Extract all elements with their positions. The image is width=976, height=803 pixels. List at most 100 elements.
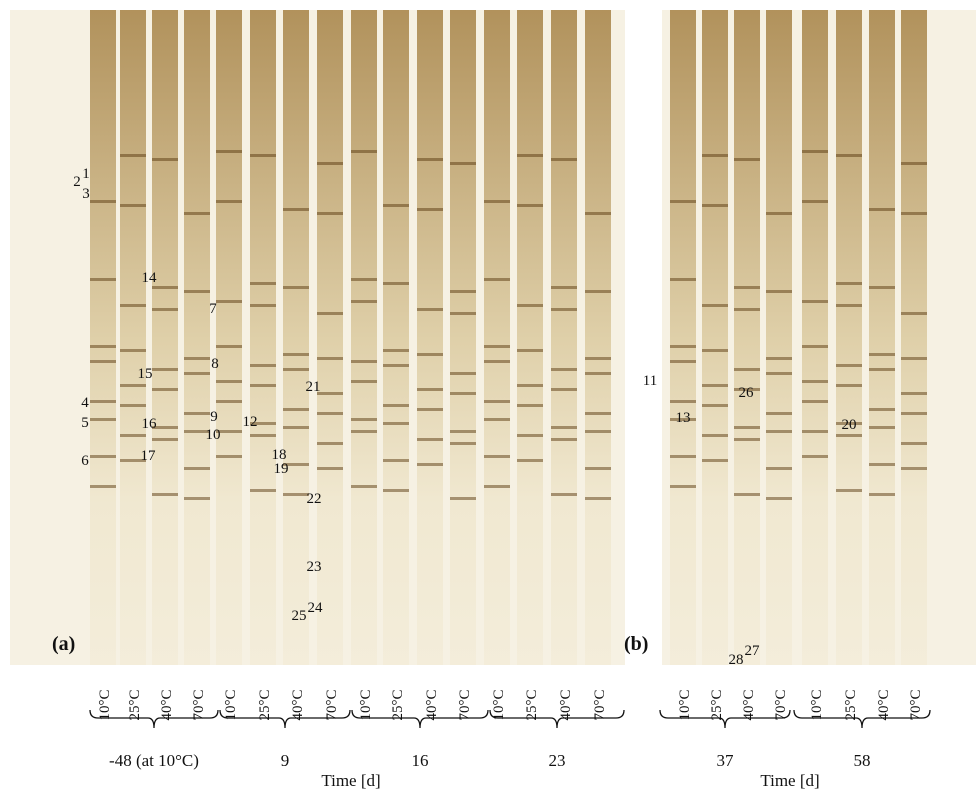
gel-band <box>734 286 760 289</box>
lane-label: 25°C <box>257 689 273 720</box>
brace <box>89 709 219 729</box>
gel-band <box>383 282 409 285</box>
gel-band <box>670 360 696 363</box>
lane-label: 25°C <box>524 689 540 720</box>
gel-band <box>120 384 146 387</box>
gel-lane <box>551 10 577 665</box>
gel-lane <box>670 10 696 665</box>
band-number: 25 <box>292 608 307 624</box>
gel-band <box>766 290 792 293</box>
gel-band <box>836 364 862 367</box>
gel-band <box>766 357 792 360</box>
band-number: 1 <box>82 166 90 182</box>
gel-band <box>250 304 276 307</box>
gel-band <box>383 404 409 407</box>
gel-band <box>351 380 377 383</box>
gel-band <box>351 360 377 363</box>
gel-lane <box>836 10 862 665</box>
gel-band <box>585 412 611 415</box>
brace <box>659 709 791 729</box>
gel-band <box>836 154 862 157</box>
gel-band <box>585 290 611 293</box>
lane-label: 40°C <box>741 689 757 720</box>
lane-label: 70°C <box>773 689 789 720</box>
gel-band <box>517 459 543 462</box>
gel-band <box>250 422 276 425</box>
gel-band <box>869 426 895 429</box>
axis-label: Time [d] <box>321 771 380 790</box>
gel-band <box>90 200 116 203</box>
gel-band <box>184 212 210 215</box>
group-label: 9 <box>281 751 290 770</box>
brace <box>219 709 351 729</box>
gel-band <box>317 212 343 215</box>
lane-label: 70°C <box>191 689 207 720</box>
gel-band <box>90 455 116 458</box>
gel-band <box>551 438 577 441</box>
gel-band <box>869 463 895 466</box>
gel-band <box>184 357 210 360</box>
gel-band <box>317 467 343 470</box>
lane-label: 10°C <box>223 689 239 720</box>
gel-band <box>216 430 242 433</box>
gel-band <box>869 208 895 211</box>
band-number: 18 <box>272 447 287 463</box>
band-number: 17 <box>141 448 157 464</box>
lane-label: 70°C <box>908 689 924 720</box>
band-number: 14 <box>142 270 158 286</box>
gel-band <box>551 493 577 496</box>
gel-band <box>283 368 309 371</box>
lane-label: 25°C <box>390 689 406 720</box>
gel-band <box>869 408 895 411</box>
band-number: 5 <box>81 415 89 431</box>
lane-label: 25°C <box>709 689 725 720</box>
gel-band <box>152 438 178 441</box>
gel-band <box>450 162 476 165</box>
gel-band <box>702 384 728 387</box>
lane-label: 70°C <box>324 689 340 720</box>
gel-band <box>216 150 242 153</box>
band-number: 8 <box>211 356 219 372</box>
gel-band <box>90 360 116 363</box>
gel-band <box>517 154 543 157</box>
gel-band <box>120 434 146 437</box>
gel-band <box>517 434 543 437</box>
gel-band <box>702 404 728 407</box>
lane-label: 10°C <box>97 689 113 720</box>
gel-band <box>250 364 276 367</box>
gel-band <box>184 412 210 415</box>
gel-band <box>901 392 927 395</box>
gel-band <box>670 418 696 421</box>
gel-band <box>702 154 728 157</box>
gel-band <box>152 158 178 161</box>
gel-band <box>250 384 276 387</box>
gel-lane <box>383 10 409 665</box>
gel-band <box>90 278 116 281</box>
gel-band <box>484 200 510 203</box>
gel-band <box>152 308 178 311</box>
gel-band <box>216 380 242 383</box>
gel-band <box>417 353 443 356</box>
gel-band <box>585 372 611 375</box>
gel-band <box>901 412 927 415</box>
gel-band <box>417 408 443 411</box>
lane-label: 10°C <box>491 689 507 720</box>
gel-band <box>317 162 343 165</box>
lane-label: 40°C <box>424 689 440 720</box>
lane-label: 40°C <box>290 689 306 720</box>
gel-band <box>484 360 510 363</box>
gel-band <box>417 308 443 311</box>
gel-lane <box>351 10 377 665</box>
gel-band <box>734 493 760 496</box>
band-number: 12 <box>243 414 258 430</box>
gel-band <box>517 204 543 207</box>
gel-band <box>383 349 409 352</box>
band-number: 20 <box>842 417 857 433</box>
gel-band <box>152 368 178 371</box>
gel-band <box>901 312 927 315</box>
gel-band <box>802 380 828 383</box>
gel-band <box>585 497 611 500</box>
gel-lane <box>869 10 895 665</box>
gel-band <box>670 455 696 458</box>
gel-band <box>250 434 276 437</box>
